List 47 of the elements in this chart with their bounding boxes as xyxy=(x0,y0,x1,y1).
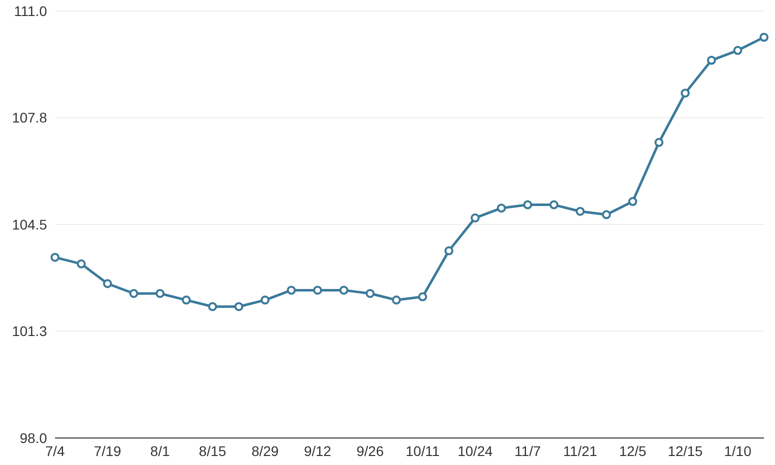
point xyxy=(103,279,112,288)
y-tick-label: 101.3 xyxy=(12,323,48,340)
point xyxy=(156,288,165,298)
point xyxy=(628,197,638,206)
point xyxy=(260,296,270,305)
point xyxy=(470,213,480,222)
x-tick-label: 9/26 xyxy=(356,442,384,459)
y-tick-label: 107.8 xyxy=(12,110,48,126)
point xyxy=(50,252,60,262)
x-tick-label: 11/7 xyxy=(514,442,541,459)
point xyxy=(444,246,454,256)
point xyxy=(654,138,664,147)
point xyxy=(234,302,244,312)
point xyxy=(208,302,218,312)
point xyxy=(576,206,585,216)
x-tick-label: 10/11 xyxy=(406,442,440,459)
point xyxy=(182,296,191,305)
point xyxy=(706,56,716,65)
point xyxy=(129,288,138,298)
point xyxy=(418,292,428,302)
point xyxy=(760,32,768,42)
x-tick-label: 7/19 xyxy=(94,442,122,459)
x-tick-label: 11/21 xyxy=(563,442,598,459)
x-tick-label: 12/15 xyxy=(668,442,703,459)
point xyxy=(76,259,86,268)
x-tick-label: 10/24 xyxy=(458,442,493,459)
point xyxy=(549,200,558,210)
y-tick-label: 111.0 xyxy=(14,2,48,19)
y-tick-label: 104.5 xyxy=(12,216,48,232)
point xyxy=(602,210,611,220)
x-tick-label: 7/4 xyxy=(45,442,65,459)
x-tick-label: 8/15 xyxy=(198,442,226,459)
point xyxy=(286,286,296,295)
point xyxy=(496,204,506,213)
x-tick-label: 8/1 xyxy=(150,442,170,459)
point xyxy=(733,46,742,55)
x-tick-label: 1/10 xyxy=(724,442,752,459)
x-tick-label: 8/29 xyxy=(251,442,279,459)
point xyxy=(680,88,690,98)
point xyxy=(313,286,322,295)
point xyxy=(523,200,532,210)
point xyxy=(339,286,348,295)
x-tick-label: 9/12 xyxy=(304,442,332,459)
x-tick-label: 12/5 xyxy=(619,442,647,459)
point xyxy=(392,296,401,305)
y-tick-label: 98.0 xyxy=(20,430,48,446)
point xyxy=(366,288,375,298)
